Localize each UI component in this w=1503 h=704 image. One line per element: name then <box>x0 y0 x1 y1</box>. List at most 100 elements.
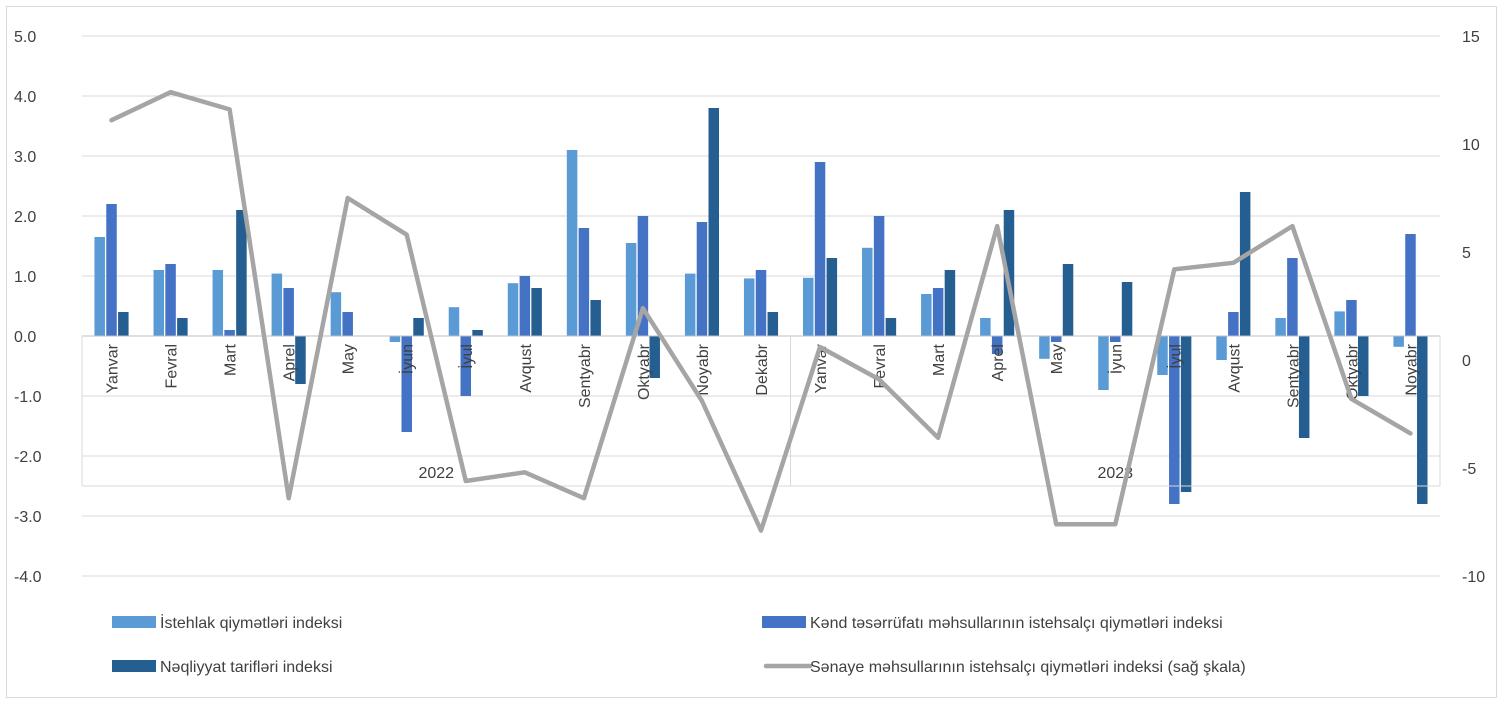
bar-2-7 <box>519 276 531 336</box>
bar-1-10 <box>684 273 696 336</box>
bar-1-11 <box>743 278 755 336</box>
bar-1-14 <box>921 294 932 336</box>
bar-1-12 <box>802 277 814 336</box>
bar-2-8 <box>578 228 590 336</box>
category-label: Avqust <box>1226 343 1243 392</box>
right-tick-label: 5 <box>1462 245 1471 262</box>
bar-1-3 <box>271 273 283 336</box>
bar-2-18 <box>1169 336 1180 504</box>
bar-3-9 <box>649 336 660 378</box>
right-tick-label: 0 <box>1462 353 1471 370</box>
left-tick-label: 2.0 <box>14 209 36 226</box>
category-label: İyun <box>398 344 417 374</box>
category-label: Aprel <box>990 344 1007 381</box>
bar-1-22 <box>1393 336 1404 347</box>
bar-2-5 <box>401 336 412 432</box>
bar-3-5 <box>413 318 424 336</box>
bar-3-7 <box>531 288 542 336</box>
category-label: Aprel <box>282 344 299 381</box>
left-tick-label: -2.0 <box>14 449 42 466</box>
bar-1-1 <box>153 270 165 336</box>
bars <box>94 108 1428 504</box>
left-tick-label: -4.0 <box>14 569 42 586</box>
bar-3-17 <box>1121 282 1133 336</box>
bar-1-5 <box>389 336 401 342</box>
left-tick-label: -1.0 <box>14 389 42 406</box>
category-label: Fevral <box>164 344 181 388</box>
bar-1-17 <box>1098 336 1109 390</box>
bar-3-3 <box>295 336 306 384</box>
bar-1-0 <box>94 237 105 336</box>
legend-label-1: İstehlak qiymətləri indeksi <box>160 613 342 632</box>
bar-3-11 <box>767 312 779 336</box>
bar-2-12 <box>814 162 826 336</box>
category-label: Oktyabr <box>636 343 653 400</box>
category-label: May <box>1049 344 1066 374</box>
bar-2-16 <box>1050 336 1062 342</box>
legend-swatch-1 <box>112 616 156 628</box>
bar-3-22 <box>1417 336 1428 504</box>
bar-2-10 <box>696 222 708 336</box>
bar-2-17 <box>1110 336 1121 342</box>
bar-2-21 <box>1346 300 1357 336</box>
bar-1-7 <box>507 283 519 336</box>
bar-3-0 <box>118 312 129 336</box>
category-label: İyun <box>1106 344 1125 374</box>
bar-1-13 <box>862 247 873 336</box>
bar-2-11 <box>755 270 767 336</box>
category-label: Yanvar <box>105 343 122 393</box>
bar-3-18 <box>1180 336 1192 492</box>
left-axis: 5.0 4.0 3.0 2.0 1.0 0.0 -1.0 -2.0 -3.0 -4.0 <box>14 29 42 586</box>
legend: İstehlak qiymətləri indeksi Kənd təsərrüf… <box>112 613 1246 676</box>
bar-1-16 <box>1039 336 1050 359</box>
bar-1-2 <box>212 270 224 336</box>
category-label: Noyabr <box>1403 343 1420 395</box>
category-label: Mart <box>223 343 240 376</box>
left-tick-label: 3.0 <box>14 149 36 166</box>
bar-1-15 <box>980 318 991 336</box>
legend-swatch-3 <box>112 660 156 672</box>
bar-3-20 <box>1298 336 1310 438</box>
bar-2-1 <box>165 264 176 336</box>
bar-2-0 <box>106 204 117 336</box>
bar-2-6 <box>460 336 472 396</box>
bar-3-13 <box>885 318 897 336</box>
bar-1-8 <box>566 150 578 336</box>
bar-2-14 <box>932 288 944 336</box>
bar-2-15 <box>991 336 1003 354</box>
line-sanaye <box>109 89 1413 533</box>
bar-3-16 <box>1062 264 1074 336</box>
bar-2-22 <box>1405 234 1416 336</box>
legend-swatch-2 <box>762 616 806 628</box>
bar-3-21 <box>1357 336 1369 396</box>
category-label: Mart <box>931 343 948 376</box>
right-tick-label: 10 <box>1462 137 1480 154</box>
bar-2-20 <box>1287 258 1298 336</box>
bar-3-10 <box>708 108 720 336</box>
category-label: İyul <box>1165 344 1184 369</box>
chart-border <box>6 6 1497 698</box>
bar-1-18 <box>1157 336 1168 375</box>
bar-2-4 <box>342 312 353 336</box>
left-tick-label: 5.0 <box>14 29 36 46</box>
left-tick-label: 4.0 <box>14 89 36 106</box>
bar-2-13 <box>873 216 885 336</box>
category-label: Sentyabr <box>1285 343 1302 408</box>
bar-2-2 <box>224 330 235 336</box>
right-tick-label: -10 <box>1462 569 1485 586</box>
left-tick-label: 1.0 <box>14 269 36 286</box>
category-label: Avqust <box>518 343 535 392</box>
bar-1-9 <box>625 243 637 336</box>
left-tick-label: -3.0 <box>14 509 42 526</box>
category-label: May <box>341 344 358 374</box>
bar-3-12 <box>826 258 838 336</box>
bar-3-15 <box>1003 210 1015 336</box>
bar-1-20 <box>1275 318 1286 336</box>
bar-3-1 <box>177 318 188 336</box>
right-tick-label: 15 <box>1462 29 1480 46</box>
left-tick-label: 0.0 <box>14 329 36 346</box>
bar-3-14 <box>944 270 956 336</box>
